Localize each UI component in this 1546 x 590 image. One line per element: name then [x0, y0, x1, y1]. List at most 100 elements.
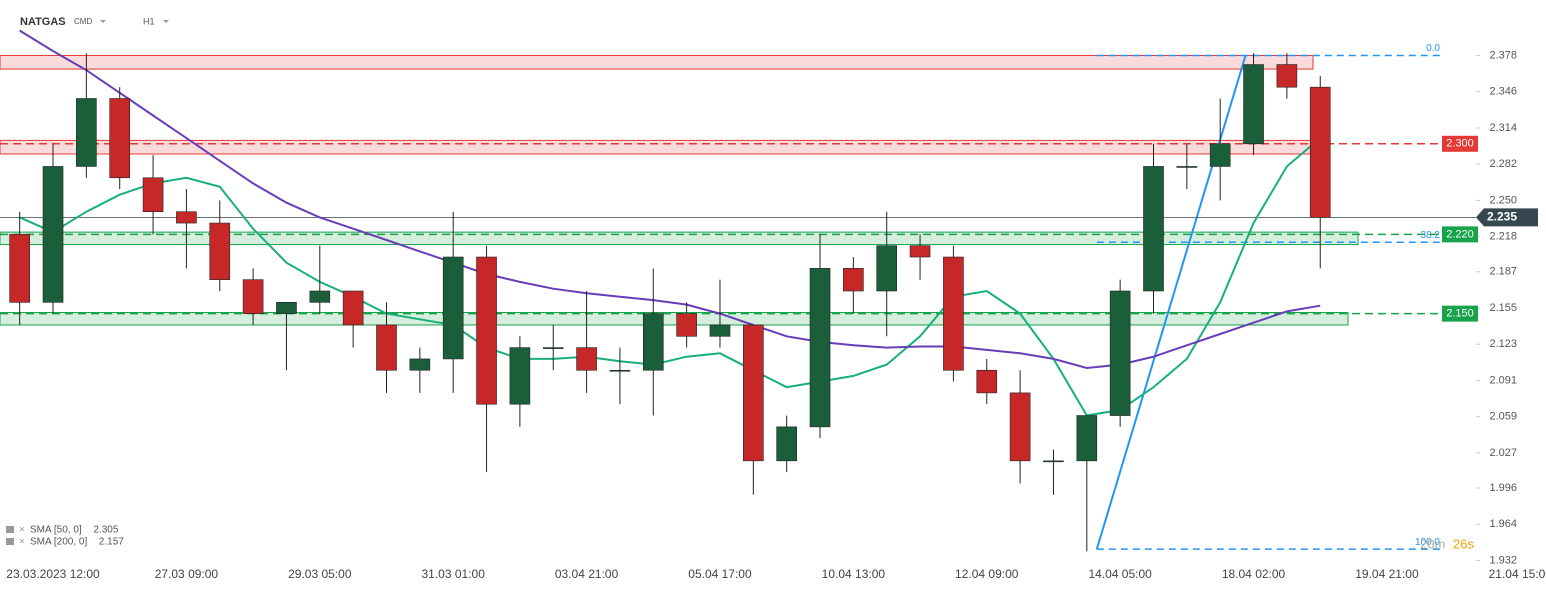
price-label: 2.235	[1487, 210, 1517, 224]
candle-body	[1243, 64, 1264, 145]
level-label: 2.150	[1446, 308, 1474, 320]
x-tick-label: 19.04 21:00	[1355, 567, 1419, 581]
x-tick-label: 18.04 02:00	[1222, 567, 1286, 581]
level-label: 2.300	[1446, 138, 1474, 150]
candle-body	[42, 166, 64, 303]
countdown-sec: 26s	[1453, 536, 1474, 551]
y-tick-label: 2.091	[1489, 374, 1517, 386]
x-tick-label: 23.03.2023 12:00	[6, 567, 100, 581]
legend-value: 2.305	[93, 525, 118, 536]
sma-line	[19, 137, 1321, 417]
y-tick-label: 2.187	[1489, 266, 1517, 278]
fib-trend	[1095, 55, 1247, 550]
candle-body	[209, 222, 231, 280]
candle-body	[442, 256, 464, 360]
candle-body	[309, 290, 331, 303]
candle-body	[376, 324, 397, 371]
y-tick-label: 1.996	[1489, 482, 1517, 494]
candle-body	[1309, 86, 1331, 218]
candle-body	[1009, 392, 1031, 462]
x-tick-label: 03.04 21:00	[555, 567, 619, 581]
candle-body	[943, 256, 964, 371]
legend-icon	[6, 538, 14, 545]
legend-icon	[6, 526, 14, 533]
y-tick-label: 2.378	[1489, 49, 1517, 61]
legend-name: SMA [50, 0]	[30, 525, 82, 536]
candle-body	[109, 98, 131, 179]
sma-line	[19, 29, 1321, 370]
legend-close: ×	[19, 525, 25, 536]
candle-body	[342, 290, 364, 326]
symbol: NATGAS	[20, 16, 66, 28]
dropdown[interactable]	[100, 20, 106, 23]
y-tick-label: 2.314	[1489, 122, 1517, 134]
y-tick-label: 2.250	[1489, 194, 1517, 206]
y-tick-label: 2.155	[1489, 302, 1517, 314]
candle-body	[142, 177, 164, 213]
y-tick-label: 1.964	[1489, 518, 1517, 530]
x-tick-label: 12.04 09:00	[955, 567, 1019, 581]
market[interactable]: CMD	[74, 17, 92, 26]
candle-body	[1276, 64, 1298, 88]
price-tag	[1476, 208, 1538, 227]
legend-name: SMA [200, 0]	[30, 537, 87, 548]
candle-body	[509, 347, 531, 405]
y-tick-label: 2.123	[1489, 338, 1517, 350]
candle-body	[1209, 143, 1231, 167]
x-tick-label: 10.04 13:00	[822, 567, 886, 581]
countdown-min: 20m	[1420, 536, 1445, 551]
candle-body	[642, 313, 664, 371]
y-tick-label: 2.346	[1489, 86, 1517, 98]
y-tick-label: 2.027	[1489, 447, 1517, 459]
candle-body	[776, 426, 797, 462]
y-tick-label: 2.282	[1489, 158, 1517, 170]
candle-body	[676, 313, 697, 337]
candle-body	[242, 279, 264, 314]
candle-body	[976, 369, 998, 394]
dropdown[interactable]	[163, 20, 169, 23]
y-tick-label: 1.932	[1489, 554, 1517, 566]
candle-body	[1076, 415, 1098, 462]
candle-body	[876, 245, 898, 292]
x-tick-label: 14.04 05:00	[1088, 567, 1152, 581]
zone	[0, 231, 1359, 246]
level-tag	[1442, 135, 1478, 152]
candle-body	[409, 358, 431, 371]
candle-body	[9, 234, 30, 303]
candle-body	[609, 369, 631, 372]
x-tick-label: 29.03 05:00	[288, 567, 352, 581]
y-tick-label: 2.218	[1489, 231, 1517, 243]
x-tick-label: 05.04 17:00	[688, 567, 752, 581]
legend-value: 2.157	[99, 537, 124, 548]
level-tag	[1442, 305, 1478, 322]
fib-label: 100.0	[1415, 537, 1440, 548]
candle-body	[743, 324, 764, 462]
candle-body	[1176, 166, 1198, 168]
fib-label: 38.2	[1421, 230, 1441, 241]
x-tick-label: 27.03 09:00	[155, 567, 219, 581]
zone	[0, 54, 1314, 70]
candle-body	[176, 211, 197, 224]
candle-body	[909, 245, 931, 258]
interval[interactable]: H1	[143, 16, 155, 26]
candle-body	[809, 268, 831, 428]
level-label: 2.220	[1446, 228, 1474, 240]
legend-close: ×	[19, 537, 25, 548]
x-tick-label: 21.04 15:00	[1489, 567, 1546, 581]
candle-body	[476, 256, 497, 405]
zone	[0, 312, 1349, 326]
candle-body	[576, 347, 597, 371]
candle-body	[1109, 290, 1131, 416]
candle-body	[276, 302, 297, 314]
candle-body	[709, 324, 731, 337]
candle-body	[1143, 166, 1164, 292]
candle-body	[76, 98, 97, 167]
fib-label: 0.0	[1426, 43, 1440, 54]
x-tick-label: 31.03 01:00	[421, 567, 485, 581]
candle-body	[1043, 460, 1064, 463]
candle-body	[843, 268, 864, 292]
y-tick-label: 2.059	[1489, 411, 1517, 423]
candle-body	[542, 347, 564, 349]
level-tag	[1442, 226, 1478, 243]
